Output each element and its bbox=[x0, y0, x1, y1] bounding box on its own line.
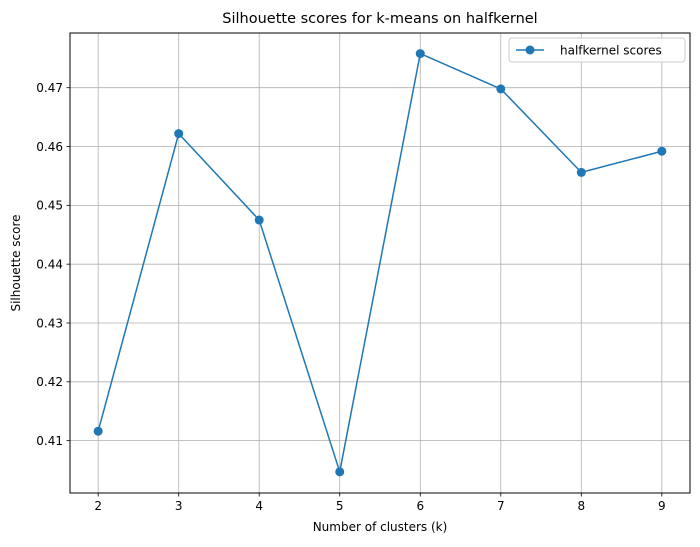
x-axis-label: Number of clusters (k) bbox=[313, 520, 448, 534]
chart-title: Silhouette scores for k-means on halfker… bbox=[222, 11, 537, 27]
y-tick-label: 0.44 bbox=[36, 257, 63, 271]
x-tick-label: 5 bbox=[336, 499, 344, 513]
y-tick-label: 0.45 bbox=[36, 199, 63, 213]
legend: halfkernel scores bbox=[508, 37, 686, 63]
y-axis-label: Silhouette score bbox=[9, 214, 23, 311]
series-layer bbox=[93, 49, 667, 477]
axis-ticks: 2 3 4 5 6 7 8 9 0.41 0.42 0.43 0.44 0.45 0.46 0.47 bbox=[36, 81, 665, 513]
legend-entry-label: halfkernel scores bbox=[560, 44, 662, 58]
y-tick-label: 0.43 bbox=[36, 316, 63, 330]
y-tick-label: 0.46 bbox=[36, 140, 63, 154]
x-tick-label: 3 bbox=[175, 499, 183, 513]
x-tick-label: 8 bbox=[577, 499, 585, 513]
grid bbox=[70, 33, 690, 493]
series-line bbox=[97, 52, 663, 473]
legend-marker-swatch bbox=[525, 45, 535, 55]
x-tick-label: 4 bbox=[255, 499, 263, 513]
y-tick-label: 0.41 bbox=[36, 434, 63, 448]
y-tick-label: 0.42 bbox=[36, 375, 63, 389]
plot-area-frame bbox=[69, 32, 691, 494]
x-tick-label: 9 bbox=[658, 499, 666, 513]
y-tick-label: 0.47 bbox=[36, 81, 63, 95]
data-point bbox=[335, 467, 345, 477]
x-tick-label: 7 bbox=[497, 499, 505, 513]
data-point bbox=[174, 129, 184, 139]
x-tick-label: 2 bbox=[94, 499, 102, 513]
data-point bbox=[576, 167, 586, 177]
data-point bbox=[657, 146, 667, 156]
data-point bbox=[496, 84, 506, 94]
x-tick-label: 6 bbox=[416, 499, 424, 513]
data-point bbox=[254, 215, 264, 225]
data-point bbox=[93, 426, 103, 436]
data-point bbox=[415, 49, 425, 59]
legend-frame bbox=[508, 37, 686, 63]
